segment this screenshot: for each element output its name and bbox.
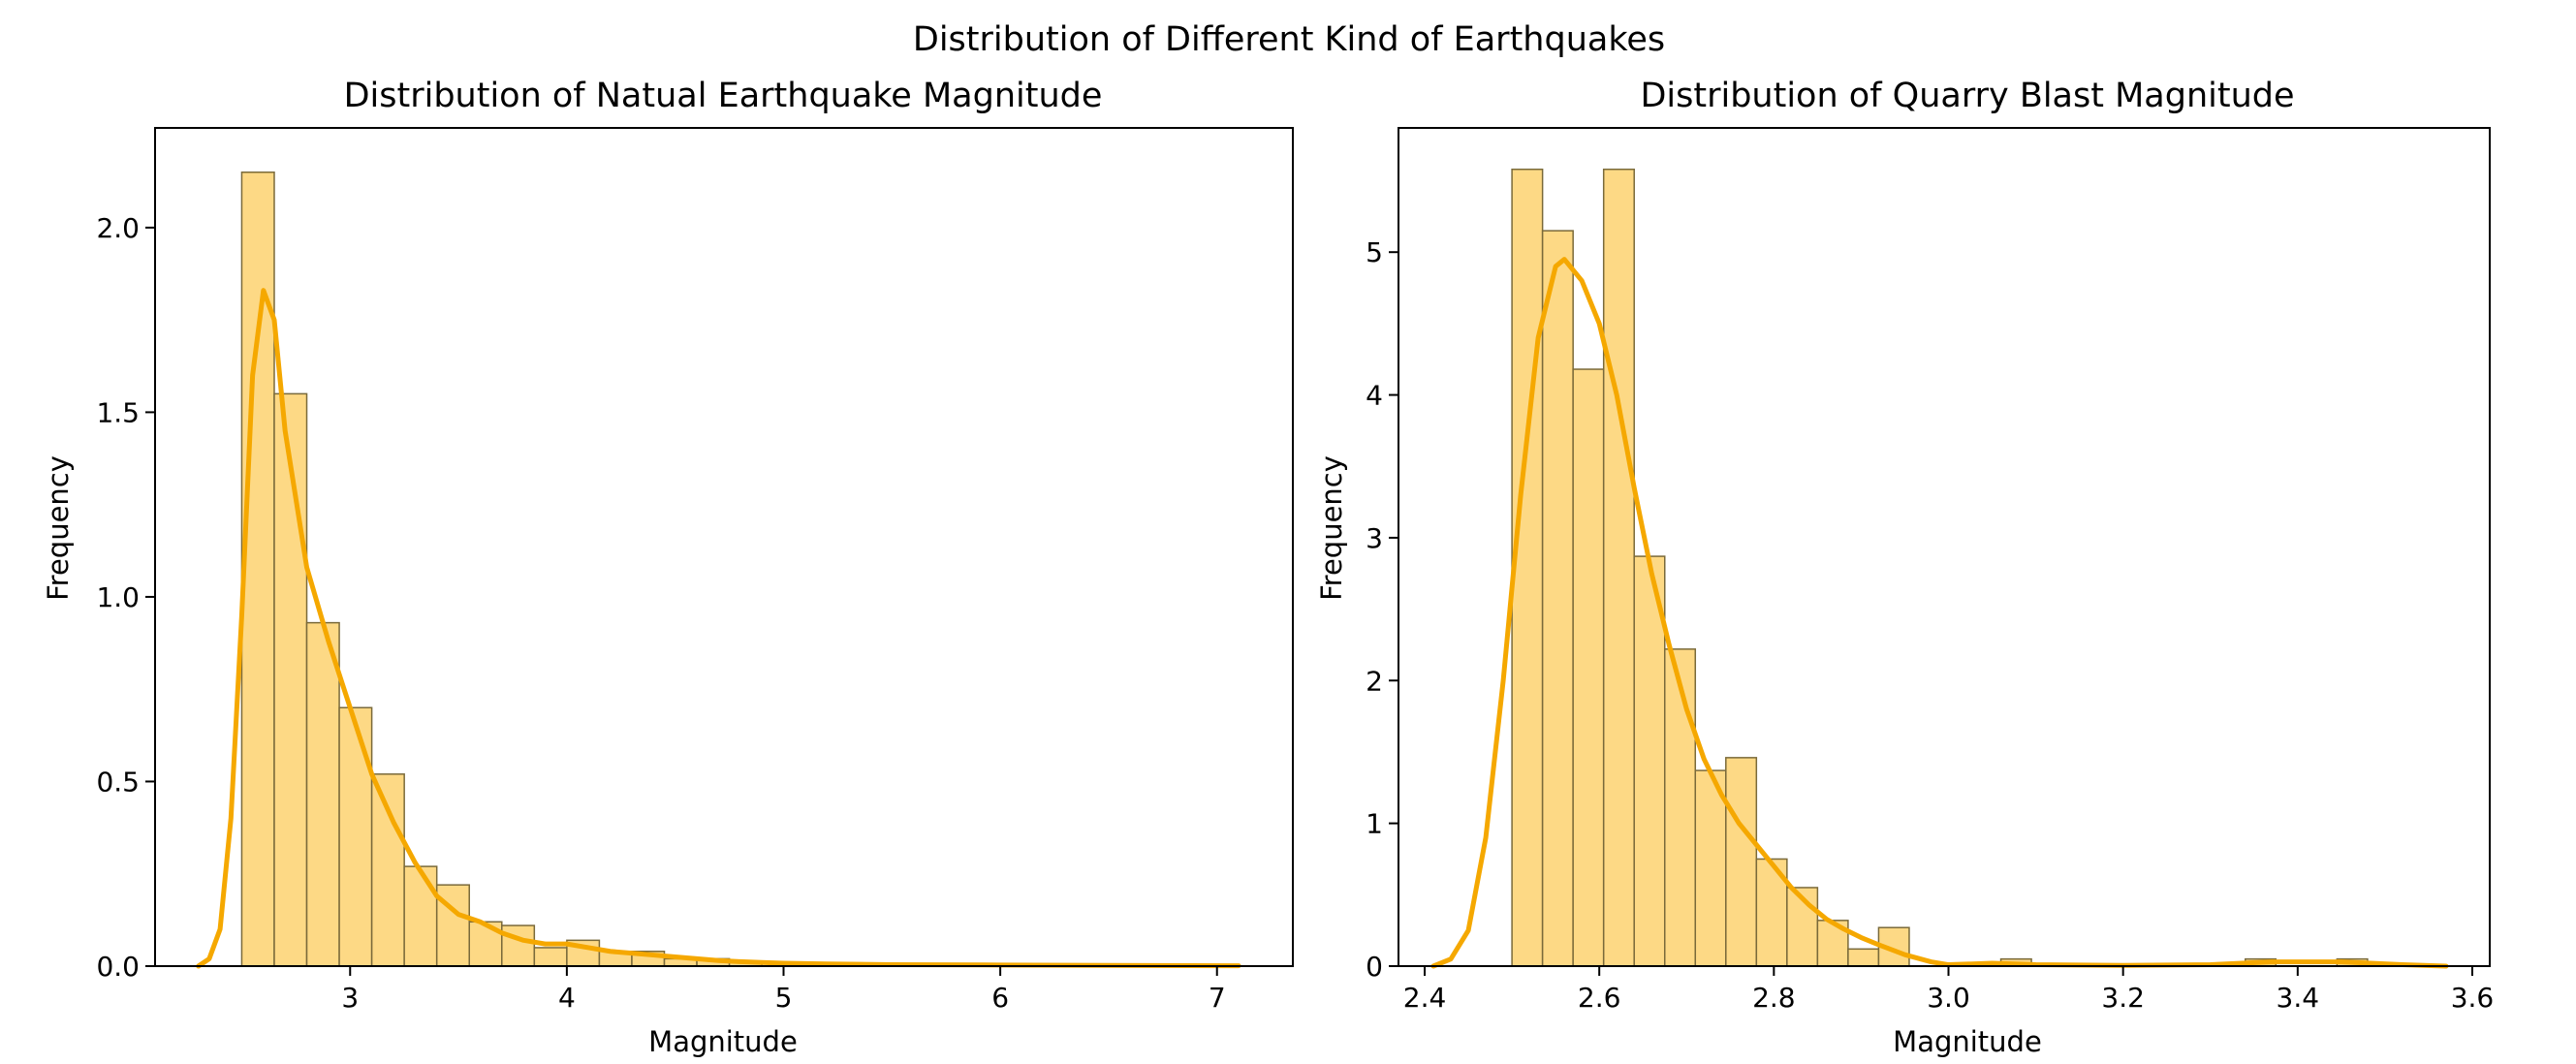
quarry-x-tick-label-6: 3.6 xyxy=(2451,982,2495,1014)
quarry-x-tick-label-4: 3.2 xyxy=(2101,982,2145,1014)
natural-y-tick-label-3: 1.5 xyxy=(96,396,140,428)
natural-y-tick-label-2: 1.0 xyxy=(96,581,140,613)
natural-x-tick-label-4: 7 xyxy=(1209,982,1226,1014)
quarry-y-tick-label-3: 3 xyxy=(1366,522,1383,554)
natural-histogram-bar-0 xyxy=(240,171,275,967)
quarry-histogram-bar-0 xyxy=(1511,168,1544,967)
natural-histogram-bar-1 xyxy=(273,392,308,967)
quarry-plot-frame xyxy=(1398,127,2491,967)
quarry-y-tick-label-5: 5 xyxy=(1366,236,1383,268)
quarry-kde-line xyxy=(1430,257,2449,969)
figure-suptitle: Distribution of Different Kind of Earthq… xyxy=(913,20,1665,59)
quarry-y-tick-label-0: 0 xyxy=(1366,951,1383,983)
quarry-y-axis-label: Frequency xyxy=(1315,455,1348,601)
quarry-x-tick-label-5: 3.4 xyxy=(2277,982,2320,1014)
quarry-histogram-bar-2 xyxy=(1572,368,1605,967)
quarry-y-ticks: 0 1 2 3 4 5 xyxy=(1366,236,1398,983)
natural-histogram-bar-8 xyxy=(501,924,536,967)
quarry-chart-title: Distribution of Quarry Blast Magnitude xyxy=(1640,77,2294,115)
quarry-histogram-bar-6 xyxy=(1694,769,1727,967)
quarry-y-tick-label-2: 2 xyxy=(1366,665,1383,697)
natural-y-axis-label: Frequency xyxy=(42,455,75,601)
quarry-x-ticks: 2.4 2.6 2.8 3.0 3.2 3.4 3.6 xyxy=(1403,966,2494,1014)
natural-earthquake-histogram: Distribution of Natual Earthquake Magnit… xyxy=(42,77,1294,1058)
natural-x-tick-label-2: 5 xyxy=(775,982,793,1014)
quarry-histogram-bar-1 xyxy=(1541,230,1574,967)
natural-histogram-bar-5 xyxy=(403,865,438,967)
natural-y-tick-label-4: 2.0 xyxy=(96,212,140,244)
natural-y-tick-label-0: 0.0 xyxy=(96,951,140,983)
natural-x-tick-label-3: 6 xyxy=(991,982,1009,1014)
quarry-histogram-bar-7 xyxy=(1725,757,1758,967)
quarry-histogram-bar-11 xyxy=(1847,948,1880,967)
quarry-y-tick-label-4: 4 xyxy=(1366,380,1383,412)
natural-y-ticks: 0.0 0.5 1.0 1.5 2.0 xyxy=(96,212,155,983)
natural-histogram-bar-3 xyxy=(338,706,373,967)
natural-y-tick-label-1: 0.5 xyxy=(96,766,140,798)
natural-x-ticks: 3 4 5 6 7 xyxy=(341,966,1226,1014)
natural-x-tick-label-0: 3 xyxy=(341,982,359,1014)
natural-histogram-bar-4 xyxy=(370,773,405,967)
natural-histogram-bar-9 xyxy=(533,947,568,967)
natural-chart-title: Distribution of Natual Earthquake Magnit… xyxy=(344,77,1103,115)
quarry-bars xyxy=(1511,168,2369,967)
quarry-x-tick-label-0: 2.4 xyxy=(1403,982,1447,1014)
natural-x-tick-label-1: 4 xyxy=(558,982,576,1014)
natural-histogram-bar-2 xyxy=(305,621,340,967)
quarry-histogram-bar-3 xyxy=(1602,168,1635,967)
natural-plot-frame xyxy=(154,127,1294,967)
natural-kde-line xyxy=(196,288,1241,969)
quarry-x-tick-label-1: 2.6 xyxy=(1578,982,1621,1014)
quarry-x-axis-label: Magnitude xyxy=(1893,1025,2042,1058)
natural-x-axis-label: Magnitude xyxy=(648,1025,798,1058)
natural-bars xyxy=(240,171,763,967)
quarry-blast-histogram: Distribution of Quarry Blast Magnitude M… xyxy=(1315,77,2494,1058)
quarry-x-tick-label-2: 2.8 xyxy=(1752,982,1796,1014)
quarry-y-tick-label-1: 1 xyxy=(1366,808,1383,840)
quarry-histogram-bar-5 xyxy=(1663,648,1697,967)
quarry-x-tick-label-3: 3.0 xyxy=(1927,982,1970,1014)
